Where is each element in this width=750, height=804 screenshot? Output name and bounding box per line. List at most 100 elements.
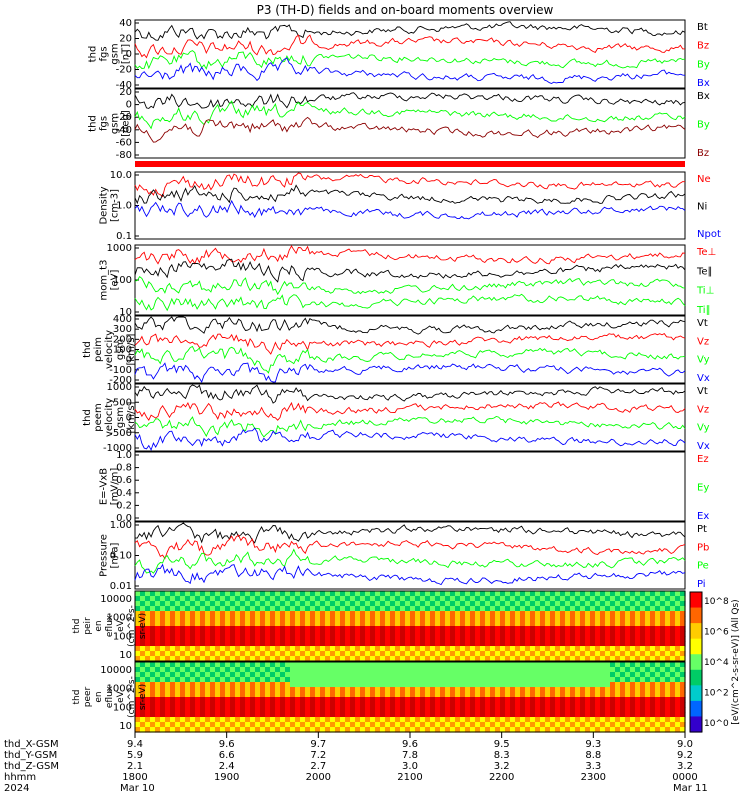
y-tick-label: 100: [113, 275, 132, 286]
y-axis-label: thd: [82, 341, 93, 358]
heatmap-cell: [485, 636, 491, 642]
heatmap-cell: [210, 611, 216, 617]
heatmap-cell: [340, 687, 346, 693]
heatmap-cell: [670, 667, 676, 673]
heatmap-cell: [665, 662, 671, 668]
heatmap-cell: [205, 687, 211, 693]
heatmap-cell: [295, 636, 301, 642]
series-line: [134, 172, 686, 198]
heatmap-cell: [455, 682, 461, 688]
heatmap-cell: [465, 687, 471, 693]
heatmap-cell: [360, 651, 366, 657]
heatmap-cell: [200, 621, 206, 627]
heatmap-cell: [455, 646, 461, 652]
heatmap-cell: [555, 636, 561, 642]
heatmap-cell: [375, 646, 381, 652]
heatmap-cell: [225, 707, 231, 713]
heatmap-cell: [555, 606, 561, 612]
heatmap-cell: [240, 697, 246, 703]
heatmap-cell: [490, 616, 496, 622]
heatmap-cell: [460, 712, 466, 718]
heatmap-cell: [590, 621, 596, 627]
heatmap-cell: [540, 702, 546, 708]
heatmap-cell: [645, 672, 651, 678]
heatmap-cell: [600, 596, 606, 602]
heatmap-cell: [200, 687, 206, 693]
heatmap-cell: [645, 677, 651, 683]
heatmap-cell: [215, 656, 221, 662]
heatmap-cell: [355, 677, 361, 683]
heatmap-cell: [560, 727, 566, 733]
heatmap-cell: [190, 682, 196, 688]
heatmap-cell: [355, 601, 361, 607]
heatmap-cell: [380, 702, 386, 708]
heatmap-cell: [670, 682, 676, 688]
heatmap-cell: [505, 672, 511, 678]
heatmap-cell: [660, 702, 666, 708]
heatmap-cell: [155, 707, 161, 713]
heatmap-cell: [380, 631, 386, 637]
heatmap-cell: [525, 621, 531, 627]
heatmap-cell: [175, 616, 181, 622]
heatmap-cell: [440, 626, 446, 632]
heatmap-cell: [650, 692, 656, 698]
heatmap-cell: [275, 646, 281, 652]
heatmap-cell: [420, 626, 426, 632]
heatmap-cell: [195, 651, 201, 657]
heatmap-cell: [195, 687, 201, 693]
heatmap-cell: [495, 722, 501, 728]
heatmap-cell: [635, 651, 641, 657]
heatmap-cell: [325, 722, 331, 728]
heatmap-cell: [180, 591, 186, 597]
heatmap-cell: [210, 692, 216, 698]
heatmap-cell: [440, 606, 446, 612]
heatmap-cell: [410, 702, 416, 708]
heatmap-cell: [485, 727, 491, 733]
heatmap-cell: [425, 662, 431, 668]
heatmap-cell: [220, 712, 226, 718]
heatmap-cell: [295, 702, 301, 708]
heatmap-cell: [375, 596, 381, 602]
heatmap-cell: [345, 672, 351, 678]
heatmap-cell: [225, 626, 231, 632]
heatmap-cell: [450, 702, 456, 708]
heatmap-cell: [675, 672, 681, 678]
heatmap-cell: [310, 611, 316, 617]
heatmap-cell: [350, 702, 356, 708]
heatmap-cell: [665, 702, 671, 708]
heatmap-cell: [545, 606, 551, 612]
heatmap-cell: [145, 606, 151, 612]
heatmap-cell: [180, 616, 186, 622]
heatmap-cell: [345, 702, 351, 708]
heatmap-cell: [335, 717, 341, 723]
heatmap-cell: [280, 677, 286, 683]
heatmap-cell: [510, 611, 516, 617]
heatmap-cell: [580, 687, 586, 693]
heatmap-cell: [405, 722, 411, 728]
heatmap-cell: [150, 662, 156, 668]
heatmap-cell: [245, 667, 251, 673]
y-tick-label: 1.0: [116, 201, 132, 212]
heatmap-cell: [555, 601, 561, 607]
series-line: [134, 184, 686, 205]
heatmap-cell: [380, 626, 386, 632]
heatmap-cell: [425, 707, 431, 713]
heatmap-cell: [460, 591, 466, 597]
heatmap-cell: [515, 636, 521, 642]
y-axis-label: peim: [93, 337, 104, 362]
heatmap-cell: [365, 591, 371, 597]
heatmap-cell: [445, 667, 451, 673]
heatmap-cell: [135, 606, 141, 612]
heatmap-cell: [655, 606, 661, 612]
heatmap-cell: [265, 621, 271, 627]
heatmap-cell: [590, 672, 596, 678]
heatmap-cell: [645, 641, 651, 647]
heatmap-cell: [620, 591, 626, 597]
heatmap-cell: [450, 611, 456, 617]
heatmap-cell: [155, 712, 161, 718]
heatmap-cell: [325, 601, 331, 607]
heatmap-cell: [395, 702, 401, 708]
heatmap-cell: [355, 646, 361, 652]
heatmap-cell: [295, 722, 301, 728]
heatmap-cell: [370, 611, 376, 617]
